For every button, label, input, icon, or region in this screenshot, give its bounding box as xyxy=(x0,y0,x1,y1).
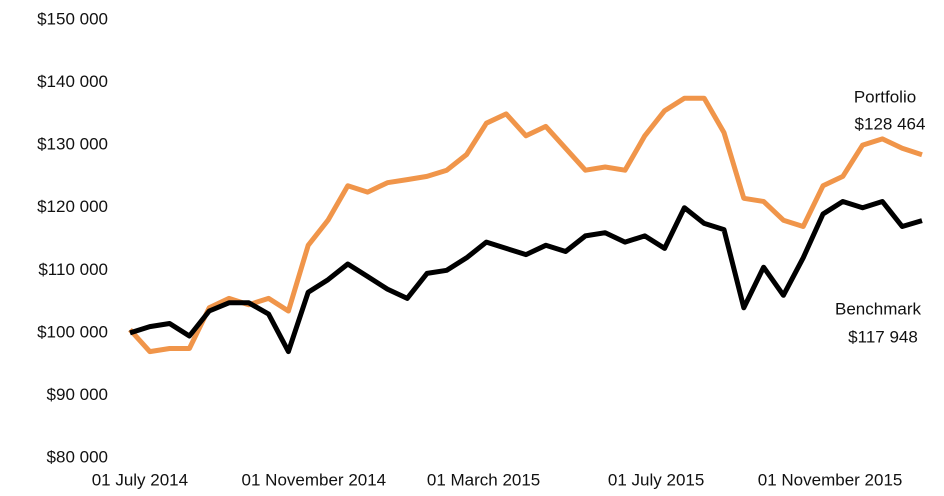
y-tick-label: $150 000 xyxy=(37,9,108,28)
series-label: Benchmark xyxy=(835,299,921,318)
series-line xyxy=(129,199,923,355)
end-value-label: $128 464 xyxy=(855,114,926,133)
x-tick-label: 01 July 2015 xyxy=(608,470,704,489)
y-tick-label: $90 000 xyxy=(47,385,108,404)
y-tick-label: $130 000 xyxy=(37,135,108,154)
y-tick-label: $80 000 xyxy=(47,447,108,466)
y-tick-label: $110 000 xyxy=(38,260,108,279)
x-tick-label: 01 November 2014 xyxy=(242,470,387,489)
x-tick-label: 01 March 2015 xyxy=(427,470,540,489)
x-tick-label: 01 July 2014 xyxy=(92,470,188,489)
y-tick-label: $120 000 xyxy=(37,197,108,216)
series-label: Portfolio xyxy=(854,87,916,106)
end-value-label: $117 948 xyxy=(848,327,918,346)
y-tick-label: $100 000 xyxy=(37,322,108,341)
series-line xyxy=(128,95,923,355)
x-tick-label: 01 November 2015 xyxy=(758,470,903,489)
y-tick-label: $140 000 xyxy=(37,72,108,91)
